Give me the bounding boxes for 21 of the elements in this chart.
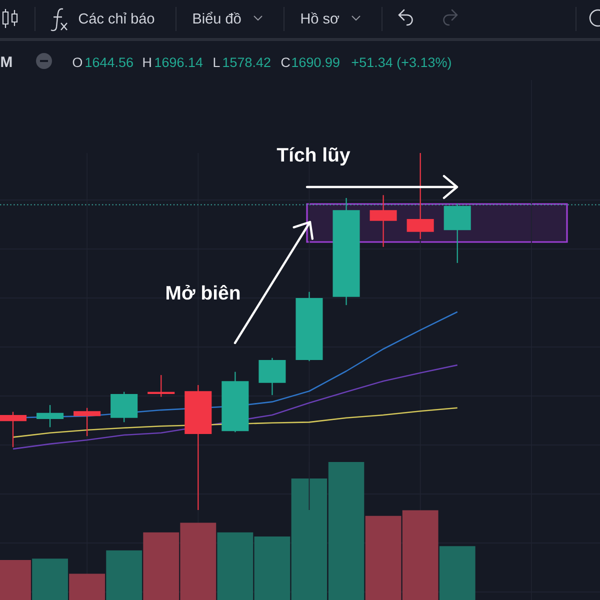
- candlestick: [148, 374, 175, 398]
- bar: [106, 550, 142, 600]
- candlestick: [0, 411, 27, 448]
- text: 1696.14: [155, 58, 203, 68]
- annotation: Tích lũy: [276, 147, 350, 166]
- candlestick: [74, 407, 101, 437]
- text: +51.34 (+3.13%): [352, 57, 451, 70]
- text: L: [214, 58, 220, 67]
- text: H: [143, 58, 151, 67]
- text: 1690.99: [292, 58, 340, 68]
- text: 1644.56: [86, 58, 133, 68]
- text: 1578.42: [223, 58, 270, 68]
- text: Hồ sơ: [301, 12, 340, 24]
- bar: [69, 574, 106, 600]
- text: M: [1, 56, 12, 67]
- annotation: Mở biên: [166, 284, 240, 300]
- bar: [439, 546, 476, 600]
- text: O: [72, 58, 82, 68]
- text: Biểu đồ: [193, 12, 241, 24]
- text: Các chỉ báo: [78, 12, 154, 24]
- text: C: [281, 58, 290, 68]
